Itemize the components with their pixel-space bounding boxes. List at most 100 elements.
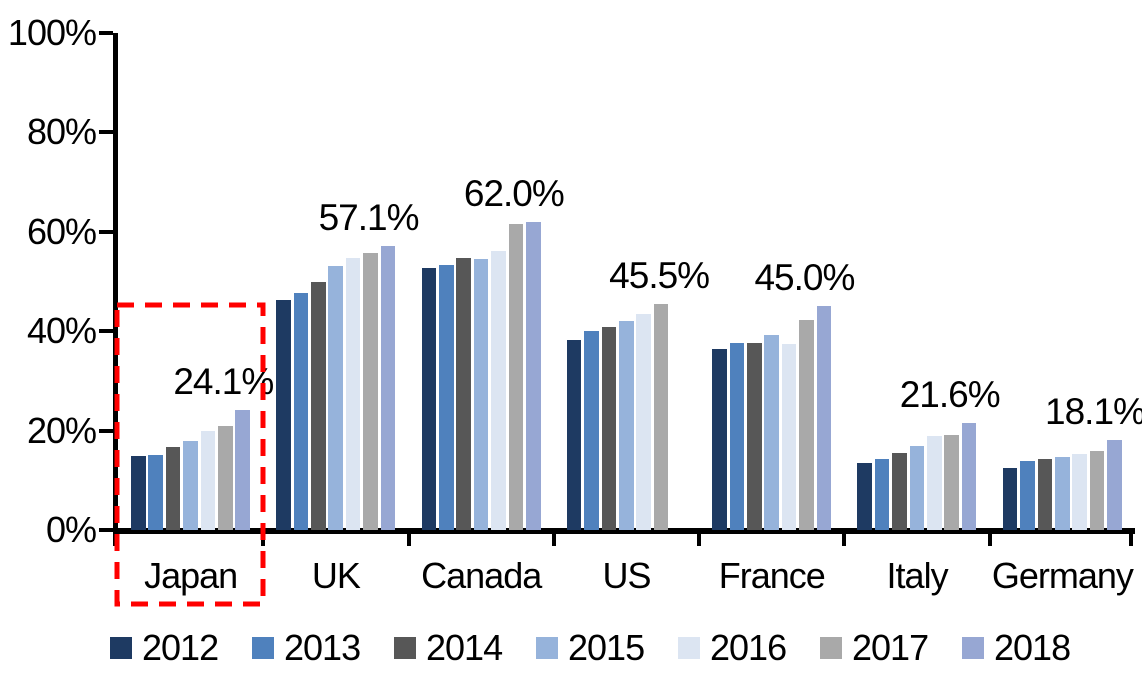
- y-axis-label-60: 60%: [26, 210, 97, 252]
- y-axis-tick-100: [99, 31, 113, 35]
- legend-swatch-2018: [962, 637, 984, 659]
- category-label-italy: Italy: [886, 555, 949, 596]
- bar-uk-2017: [363, 252, 378, 530]
- bar-italy-2017: [944, 434, 960, 530]
- bar-japan-2017: [218, 425, 233, 530]
- legend-label-2015: 2015: [568, 627, 645, 668]
- x-axis-tick-5: [842, 533, 847, 546]
- legend-label-2016: 2016: [710, 627, 787, 668]
- bar-france-2016: [781, 344, 797, 530]
- category-label-germany: Germany: [991, 555, 1134, 596]
- bar-france-2017: [799, 319, 814, 530]
- legend-swatch-2012: [110, 637, 132, 659]
- category-label-uk: UK: [311, 555, 361, 596]
- bar-japan-2018: [235, 410, 250, 530]
- category-label-canada: Canada: [421, 555, 542, 596]
- y-axis-tick-0: [99, 528, 113, 532]
- bar-uk-2015: [328, 265, 344, 530]
- category-label-us: US: [602, 555, 651, 596]
- legend-swatch-2014: [394, 637, 416, 659]
- legend-item-2016: 2016: [678, 628, 820, 668]
- bar-germany-2017: [1089, 451, 1105, 530]
- bar-germany-2012: [1002, 468, 1018, 530]
- legend-item-2013: 2013: [252, 628, 394, 668]
- legend-label-2013: 2013: [284, 627, 361, 668]
- x-axis-tick-4: [697, 533, 702, 546]
- y-axis-line: [113, 33, 118, 534]
- data-label-us: 45.5%: [609, 254, 710, 296]
- bar-uk-2012: [276, 299, 291, 530]
- bar-canada-2013: [438, 265, 454, 530]
- bar-france-2014: [746, 343, 762, 530]
- x-axis-tick-3: [551, 533, 556, 546]
- y-axis-tick-60: [99, 229, 113, 234]
- legend-swatch-2016: [678, 637, 700, 659]
- legend-label-2018: 2018: [994, 627, 1071, 668]
- bar-us-2015: [619, 320, 634, 530]
- bar-italy-2015: [909, 446, 925, 530]
- y-axis-tick-40: [99, 329, 113, 334]
- bar-uk-2016: [345, 257, 361, 530]
- bar-us-2012: [566, 340, 582, 530]
- bar-us-2013: [584, 331, 599, 530]
- legend-swatch-2013: [252, 637, 274, 659]
- bar-japan-2014: [165, 447, 181, 530]
- bar-japan-2013: [148, 455, 163, 530]
- bar-italy-2018: [961, 422, 977, 530]
- data-label-france: 45.0%: [754, 257, 855, 299]
- legend-label-2012: 2012: [142, 627, 219, 668]
- bar-japan-2016: [200, 430, 216, 530]
- bar-canada-2017: [508, 224, 524, 530]
- bar-japan-2012: [131, 456, 146, 530]
- legend-label-2014: 2014: [426, 627, 503, 668]
- bar-us-2014: [601, 326, 617, 530]
- y-axis-tick-20: [99, 428, 113, 433]
- data-label-japan: 24.1%: [173, 361, 274, 403]
- x-axis-tick-7: [1129, 533, 1133, 546]
- bar-germany-2018: [1107, 440, 1122, 530]
- legend-item-2018: 2018: [962, 628, 1104, 668]
- y-axis-tick-80: [99, 130, 113, 135]
- bar-germany-2013: [1020, 461, 1035, 530]
- y-axis-label-80: 80%: [26, 111, 97, 153]
- x-axis-tick-6: [987, 533, 992, 546]
- bar-uk-2018: [380, 246, 396, 530]
- legend-label-2017: 2017: [852, 627, 929, 668]
- y-axis-label-20: 20%: [26, 409, 97, 451]
- y-axis-label-0: 0%: [45, 509, 97, 550]
- legend-item-2012: 2012: [110, 628, 252, 668]
- bar-japan-2015: [183, 440, 198, 530]
- legend-swatch-2017: [820, 637, 842, 659]
- bar-canada-2018: [525, 221, 541, 530]
- bar-canada-2016: [491, 251, 506, 530]
- bar-canada-2015: [473, 259, 489, 530]
- bar-germany-2014: [1037, 458, 1053, 530]
- bar-germany-2016: [1072, 453, 1087, 530]
- chart-legend: 2012 2013 2014 2015 2016 2017 2018: [110, 628, 1104, 668]
- y-axis-label-100: 100%: [7, 12, 97, 53]
- legend-item-2015: 2015: [536, 628, 678, 668]
- bar-france-2015: [764, 334, 779, 530]
- x-axis-tick-2: [406, 533, 411, 546]
- x-axis-tick-0: [113, 533, 117, 546]
- bar-us-2017: [653, 303, 669, 530]
- bar-uk-2013: [293, 293, 309, 530]
- x-axis-tick-1: [261, 533, 266, 546]
- legend-item-2017: 2017: [820, 628, 962, 668]
- bar-france-2013: [729, 342, 745, 530]
- data-label-uk: 57.1%: [318, 197, 420, 239]
- bar-france-2018: [816, 306, 832, 530]
- bar-france-2012: [712, 349, 727, 530]
- bar-germany-2015: [1054, 456, 1070, 530]
- data-label-italy: 21.6%: [899, 373, 1001, 415]
- category-label-france: France: [718, 555, 826, 596]
- bar-italy-2013: [874, 458, 890, 530]
- data-label-germany: 18.1%: [1045, 391, 1142, 433]
- x-axis-line: [113, 528, 1135, 534]
- bar-canada-2012: [421, 267, 437, 530]
- bar-us-2016: [636, 313, 652, 530]
- bar-uk-2014: [311, 281, 326, 530]
- legend-item-2014: 2014: [394, 628, 536, 668]
- bar-italy-2016: [927, 435, 942, 530]
